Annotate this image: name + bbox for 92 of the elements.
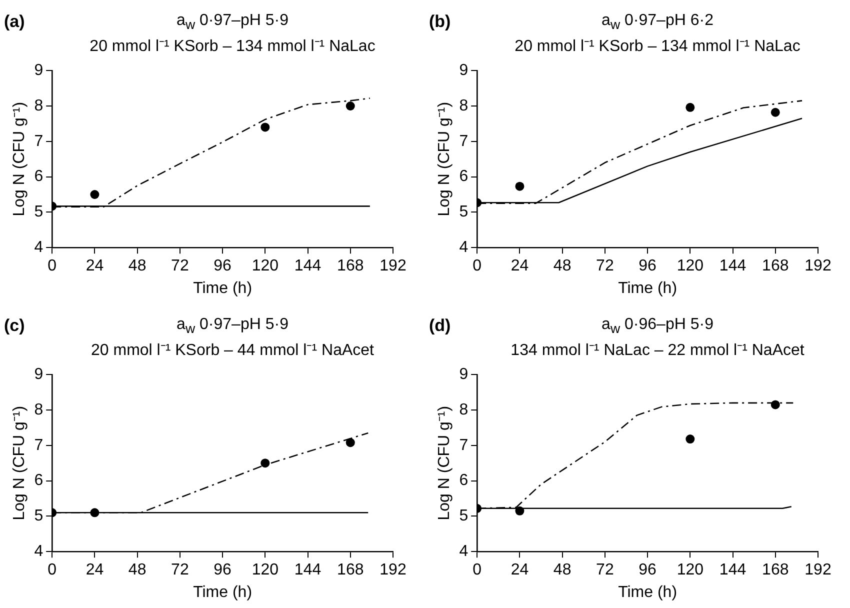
- point: [686, 102, 695, 112]
- point: [260, 122, 270, 132]
- x-tick-label: 48: [128, 562, 146, 579]
- x-tick-label: 192: [804, 562, 832, 579]
- x-tick-label: 192: [804, 258, 832, 275]
- x-tick-label: 144: [719, 258, 746, 275]
- y-tick-label: 7: [34, 132, 44, 150]
- x-tick-label: 168: [762, 562, 789, 579]
- x-tick-label: 0: [48, 562, 57, 579]
- x-tick-label: 0: [472, 258, 482, 275]
- y-tick-label: 9: [459, 62, 468, 80]
- y-tick-label: 7: [459, 132, 468, 150]
- chart-title: a$_{w}$ 0·96–pH 5·9: [600, 315, 714, 338]
- x-tick-label: 168: [337, 562, 364, 579]
- x-tick-label: 24: [86, 562, 104, 579]
- y-tick-label: 7: [459, 436, 468, 454]
- point: [770, 108, 780, 117]
- chart-title: a$_{w}$ 0·97–pH 5·9: [176, 11, 290, 34]
- y-tick-label: 9: [34, 62, 44, 80]
- point: [686, 434, 695, 444]
- y-tick-label: 4: [459, 543, 468, 560]
- y-tick-label: 6: [459, 472, 468, 490]
- chart-subtitle: 20 mmol l⁻¹ KSorb – 134 mmol l⁻¹ NaLac: [88, 37, 376, 58]
- point: [515, 182, 524, 191]
- y-tick-label: 5: [34, 204, 44, 221]
- y-tick-label: 4: [34, 543, 44, 560]
- x-tick-label: 24: [510, 562, 529, 579]
- y-axis-title: Log N (CFU g⁻¹): [11, 102, 28, 216]
- y-tick-label: 5: [459, 508, 468, 525]
- y-tick-label: 5: [34, 508, 44, 525]
- y-tick-label: 6: [34, 168, 44, 186]
- x-tick-label: 72: [596, 258, 614, 275]
- y-tick-label: 8: [459, 401, 468, 418]
- text: (c): [4, 316, 25, 336]
- x-tick-label: 192: [380, 562, 406, 579]
- chart-subtitle: 20 mmol l⁻¹ KSorb – 134 mmol l⁻¹ NaLac: [514, 37, 802, 58]
- y-tick-label: 9: [34, 366, 44, 384]
- text: (b): [429, 12, 451, 32]
- text: (a): [4, 12, 25, 32]
- chart-subtitle: 20 mmol l⁻¹ KSorb – 44 mmol l⁻¹ NaAcet: [90, 341, 375, 362]
- x-tick-label: 168: [762, 258, 789, 275]
- point: [90, 190, 100, 199]
- y-tick-label: 5: [459, 204, 468, 221]
- y-tick-label: 8: [459, 97, 468, 114]
- x-tick-label: 144: [294, 258, 322, 275]
- x-tick-label: 72: [171, 562, 189, 579]
- point: [770, 400, 780, 410]
- x-tick-label: 24: [510, 258, 529, 275]
- x-tick-label: 48: [553, 562, 572, 579]
- y-tick-label: 8: [34, 401, 44, 418]
- x-tick-label: 144: [719, 562, 746, 579]
- x-tick-label: 192: [380, 258, 406, 275]
- chart-title: a$_{w}$ 0·97–pH 6·2: [600, 11, 714, 34]
- point: [90, 508, 100, 518]
- y-tick-label: 9: [459, 366, 468, 384]
- text: (d): [429, 316, 451, 336]
- point: [346, 102, 355, 110]
- y-axis-title: Log N (CFU g⁻¹): [11, 406, 28, 520]
- y-axis-title: Log N (CFU g⁻¹): [436, 406, 454, 520]
- x-axis-title: Time (h): [193, 280, 252, 297]
- y-tick-label: 7: [34, 436, 44, 454]
- y-tick-label: 6: [34, 472, 44, 490]
- x-tick-label: 0: [48, 258, 57, 275]
- point: [346, 438, 355, 448]
- x-tick-label: 120: [676, 258, 704, 275]
- point: [260, 458, 270, 468]
- x-tick-label: 168: [337, 258, 364, 275]
- point: [515, 506, 524, 516]
- x-tick-label: 96: [214, 562, 232, 579]
- x-tick-label: 120: [252, 562, 279, 579]
- x-tick-label: 24: [86, 258, 104, 275]
- chart-title: a$_{w}$ 0·97–pH 5·9: [176, 315, 290, 338]
- x-axis-title: Time (h): [193, 584, 252, 601]
- x-axis-title: Time (h): [618, 280, 678, 297]
- x-tick-label: 48: [553, 258, 572, 275]
- x-tick-label: 48: [128, 258, 146, 275]
- chart-subtitle: 134 mmol l⁻¹ NaLac – 22 mmol l⁻¹ NaAcet: [510, 341, 806, 362]
- x-tick-label: 96: [638, 562, 657, 579]
- x-tick-label: 96: [214, 258, 232, 275]
- y-tick-label: 8: [34, 97, 44, 114]
- y-tick-label: 4: [459, 239, 468, 256]
- x-tick-label: 120: [252, 258, 279, 275]
- y-tick-label: 6: [459, 168, 468, 186]
- x-axis-title: Time (h): [618, 584, 678, 601]
- x-tick-label: 0: [472, 562, 482, 579]
- x-tick-label: 96: [638, 258, 657, 275]
- x-tick-label: 72: [596, 562, 614, 579]
- x-tick-label: 72: [171, 258, 189, 275]
- y-axis-title: Log N (CFU g⁻¹): [436, 102, 454, 216]
- x-tick-label: 144: [294, 562, 322, 579]
- x-tick-label: 120: [676, 562, 704, 579]
- y-tick-label: 4: [34, 239, 44, 256]
